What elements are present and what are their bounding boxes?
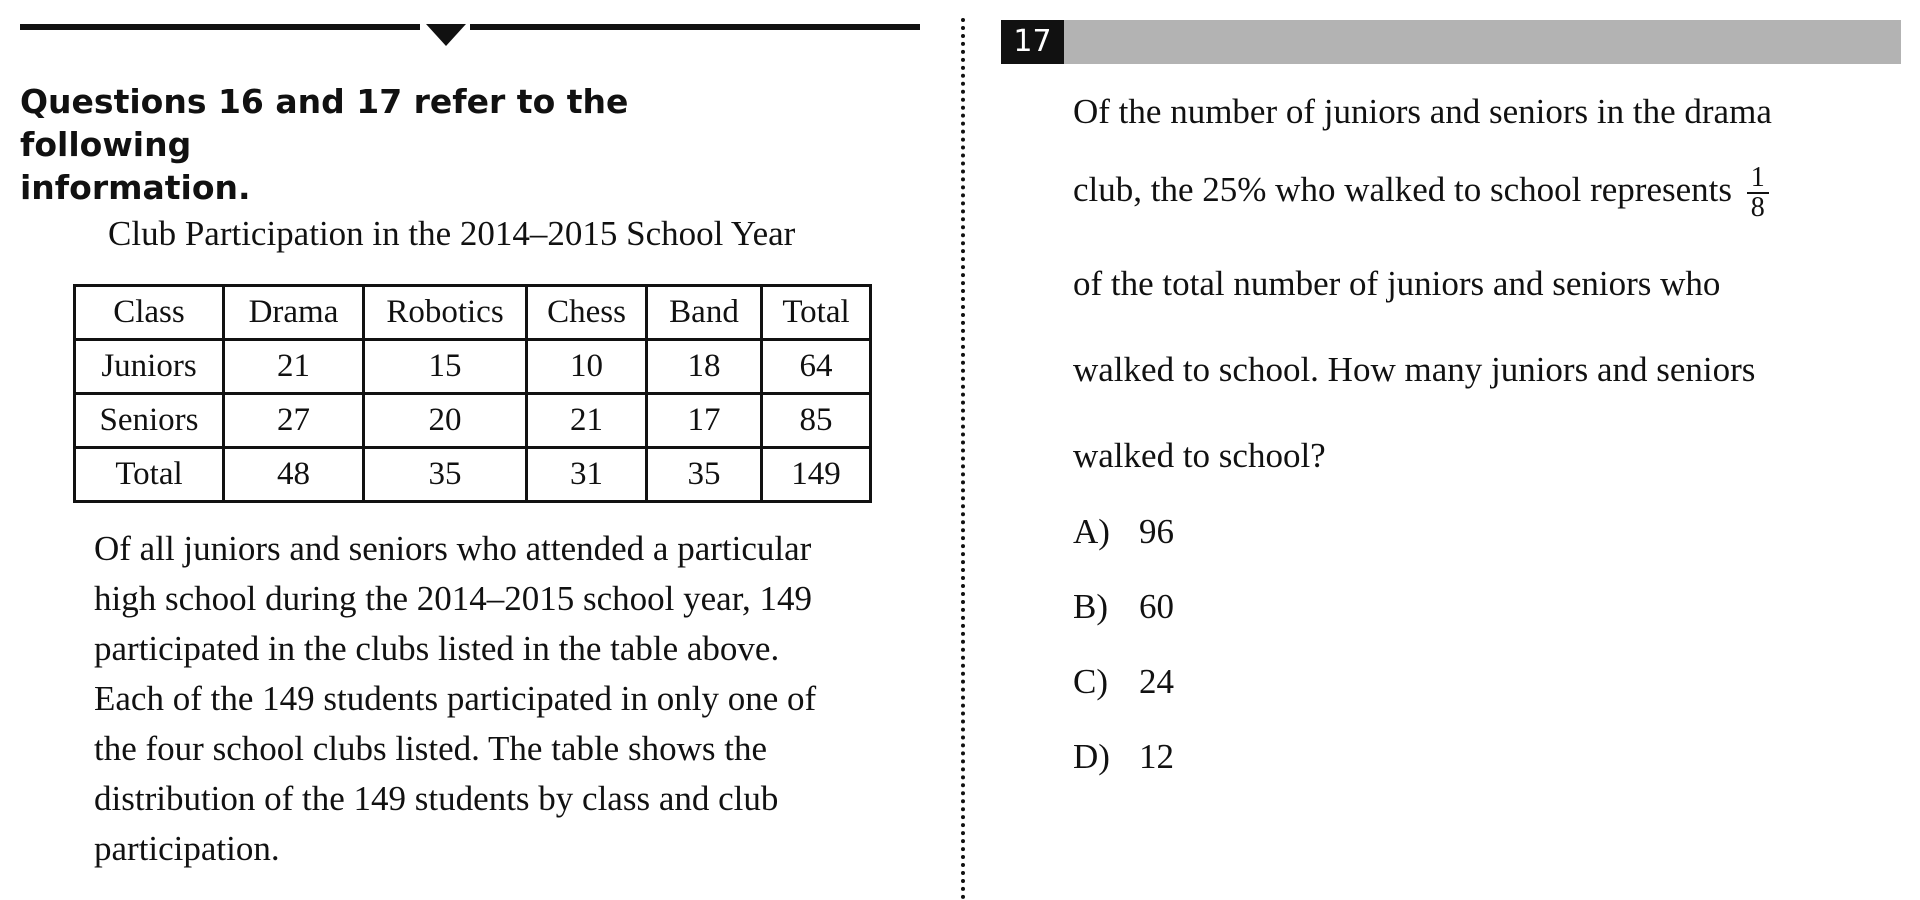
table-cell: 21 <box>525 392 648 449</box>
header-cell-chess: Chess <box>525 284 648 341</box>
choice-letter: C) <box>1073 662 1108 701</box>
choice-value: 24 <box>1139 662 1174 701</box>
table-row-total: Total 48 35 31 35 149 <box>73 446 872 503</box>
answer-choice-d[interactable]: D) 12 <box>1073 737 1174 777</box>
answer-choice-a[interactable]: A) 96 <box>1073 512 1174 552</box>
passage-line: participation. <box>94 829 280 868</box>
choice-value: 60 <box>1139 587 1174 626</box>
table-row-seniors: Seniors 27 20 21 17 85 <box>73 392 872 449</box>
row-label-cell: Seniors <box>73 392 225 449</box>
intro-line-1: Questions 16 and 17 refer to the followi… <box>20 82 629 164</box>
passage-line: distribution of the 149 students by clas… <box>94 779 779 818</box>
table-cell: 35 <box>362 446 528 503</box>
table-cell: 48 <box>222 446 365 503</box>
question-header-bar: 17 <box>1001 20 1901 64</box>
header-cell-class: Class <box>73 284 225 341</box>
table-cell: 18 <box>645 338 763 395</box>
header-cell-drama: Drama <box>222 284 365 341</box>
choice-letter: D) <box>1073 737 1110 776</box>
choice-letter: A) <box>1073 512 1110 551</box>
table-cell: 35 <box>645 446 763 503</box>
table-title: Club Participation in the 2014–2015 Scho… <box>108 214 796 253</box>
question-line-5: walked to school? <box>1073 436 1326 475</box>
table-row-juniors: Juniors 21 15 10 18 64 <box>73 338 872 395</box>
questions-intro: Questions 16 and 17 refer to the followi… <box>20 80 800 209</box>
answer-choice-c[interactable]: C) 24 <box>1073 662 1174 702</box>
fraction-numerator: 1 <box>1746 164 1769 194</box>
fraction-denominator: 8 <box>1750 192 1765 223</box>
passage-line: Each of the 149 students participated in… <box>94 679 817 718</box>
table-cell: 85 <box>760 392 872 449</box>
table-cell: 15 <box>362 338 528 395</box>
column-divider <box>961 18 965 900</box>
passage-line: the four school clubs listed. The table … <box>94 729 767 768</box>
question-line-4: walked to school. How many juniors and s… <box>1073 350 1756 389</box>
table-cell: 17 <box>645 392 763 449</box>
header-cell-robotics: Robotics <box>362 284 528 341</box>
table-cell: 64 <box>760 338 872 395</box>
fraction: 1 8 <box>1746 164 1769 223</box>
passage-line: participated in the clubs listed in the … <box>94 629 780 668</box>
table-header-row: Class Drama Robotics Chess Band Total <box>73 284 872 341</box>
rule-segment-left <box>20 24 420 30</box>
passage-line: Of all juniors and seniors who attended … <box>94 529 812 568</box>
table-cell: 149 <box>760 446 872 503</box>
header-cell-band: Band <box>645 284 763 341</box>
passage-line: high school during the 2014–2015 school … <box>94 579 812 618</box>
choice-letter: B) <box>1073 587 1108 626</box>
table-cell: 20 <box>362 392 528 449</box>
table-cell: 27 <box>222 392 365 449</box>
down-triangle-icon <box>426 24 466 46</box>
intro-line-2: information. <box>20 168 251 207</box>
rule-segment-right <box>470 24 920 30</box>
question-line-2-text: club, the 25% who walked to school repre… <box>1073 170 1733 210</box>
table-cell: 10 <box>525 338 648 395</box>
passage-text: Of all juniors and seniors who attended … <box>94 524 894 874</box>
section-divider-rule <box>20 24 920 46</box>
question-line-2: club, the 25% who walked to school repre… <box>1073 164 1769 222</box>
table-cell: 31 <box>525 446 648 503</box>
question-line-3: of the total number of juniors and senio… <box>1073 264 1721 303</box>
choice-value: 96 <box>1139 512 1174 551</box>
table-cell: 21 <box>222 338 365 395</box>
question-line-1: Of the number of juniors and seniors in … <box>1073 92 1772 131</box>
row-label-cell: Juniors <box>73 338 225 395</box>
header-cell-total: Total <box>760 284 872 341</box>
club-participation-table: Class Drama Robotics Chess Band Total Ju… <box>73 284 872 503</box>
choice-value: 12 <box>1139 737 1174 776</box>
answer-choice-b[interactable]: B) 60 <box>1073 587 1174 627</box>
row-label-cell: Total <box>73 446 225 503</box>
question-number-badge: 17 <box>1001 20 1064 64</box>
